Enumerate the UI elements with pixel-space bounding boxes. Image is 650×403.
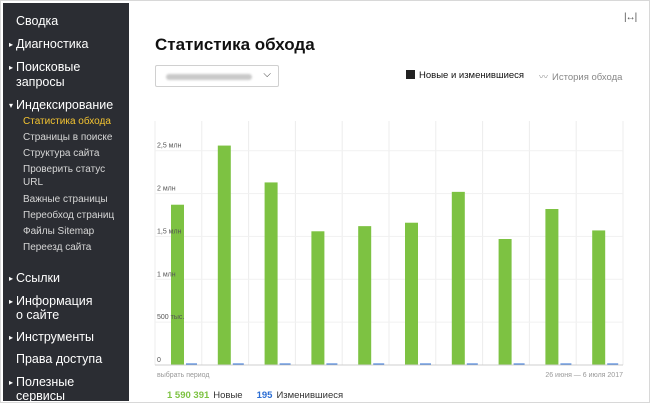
caret-down-icon: ▾ <box>9 101 14 110</box>
bar-changed[interactable] <box>513 363 525 366</box>
caret-right-icon: ▸ <box>9 63 14 72</box>
sidebar-item-tools[interactable]: ▸ Инструменты <box>9 330 94 344</box>
sidebar-item-site-info[interactable]: ▸ Информация <box>9 294 93 308</box>
legend-changed-label: Изменившиеся <box>276 390 344 401</box>
bar-new[interactable] <box>592 230 606 365</box>
sidebar-item-search-queries-line2[interactable]: запросы <box>16 75 65 89</box>
sidebar-subitem-important-pages[interactable]: Важные страницы <box>23 194 108 205</box>
bar-changed[interactable] <box>186 363 197 366</box>
bar-changed[interactable] <box>466 363 478 366</box>
chart-grid <box>154 121 624 365</box>
legend-changed-count: 195 <box>256 390 273 401</box>
sidebar-item-diagnostics[interactable]: ▸ Диагностика <box>9 37 89 51</box>
sidebar-subitem-check-url-line2[interactable]: URL <box>23 177 44 188</box>
sidebar: Сводка ▸ Диагностика ▸ Поисковые запросы ▾… <box>3 3 129 401</box>
bar-changed[interactable] <box>373 363 385 366</box>
sidebar-item-indexing[interactable]: ▾ Индексирование <box>9 98 114 112</box>
caret-right-icon: ▸ <box>9 378 14 387</box>
bar-new[interactable] <box>358 226 372 365</box>
caret-right-icon: ▸ <box>9 333 14 342</box>
caret-right-icon: ▸ <box>9 297 14 306</box>
bar-new[interactable] <box>405 222 418 365</box>
caret-right-icon: ▸ <box>9 274 14 283</box>
sidebar-item-useful-services-line2[interactable]: сервисы <box>16 389 66 401</box>
bar-changed[interactable] <box>279 363 291 366</box>
bar-new[interactable] <box>311 231 325 365</box>
chart-legend: 1 590 391 Новые 195 Изменившиеся <box>167 390 343 401</box>
sidebar-subitem-site-move[interactable]: Переезд сайта <box>23 242 92 253</box>
sidebar-subitem-pages-in-search[interactable]: Страницы в поиске <box>23 132 113 143</box>
sidebar-subitem-recrawl[interactable]: Переобход страниц <box>23 210 115 221</box>
bar-new[interactable] <box>171 204 184 365</box>
sidebar-item-access-rights[interactable]: Права доступа <box>16 352 103 366</box>
caret-right-icon: ▸ <box>9 40 14 49</box>
mode-new-and-changed[interactable]: Новые и изменившиеся <box>406 70 524 81</box>
sidebar-item-links[interactable]: ▸ Ссылки <box>9 271 61 285</box>
bar-changed[interactable] <box>607 363 619 366</box>
main-panel: |↔| Статистика обхода ⌵ Новые и изменивш… <box>129 3 649 401</box>
y-tick-label: 2,5 млн <box>157 143 182 150</box>
bar-new[interactable] <box>217 145 231 365</box>
date-range-label[interactable]: 26 июня — 6 июля 2017 <box>545 372 623 379</box>
legend-new-count: 1 590 391 <box>167 390 210 401</box>
site-selector[interactable]: ⌵ <box>155 65 279 87</box>
chart-y-ticks: 0 500 тыс. 1 млн 1,5 млн 2 млн 2,5 млн <box>157 143 184 364</box>
bar-chart-icon <box>406 70 415 79</box>
sidebar-item-site-info-line2[interactable]: о сайте <box>16 308 60 322</box>
bar-changed[interactable] <box>560 363 572 366</box>
bar-new[interactable] <box>264 182 278 365</box>
sidebar-item-summary[interactable]: Сводка <box>16 14 59 28</box>
chart-bars <box>171 145 619 366</box>
blurred-site-name <box>166 74 252 80</box>
expand-icon[interactable]: |↔| <box>624 12 637 23</box>
y-tick-label: 1,5 млн <box>157 228 182 235</box>
sidebar-subitem-sitemap[interactable]: Файлы Sitemap <box>23 226 95 237</box>
crawl-stats-chart: 0 500 тыс. 1 млн 1,5 млн 2 млн 2,5 млн выбрат… <box>154 121 624 379</box>
sidebar-subitem-site-structure[interactable]: Структура сайта <box>23 148 100 159</box>
page-title: Статистика обхода <box>155 35 315 54</box>
legend-new-label: Новые <box>213 390 243 401</box>
period-link[interactable]: выбрать период <box>157 371 210 379</box>
y-tick-label: 1 млн <box>157 271 176 278</box>
mode-crawl-history[interactable]: 〰 История обхода <box>539 72 623 83</box>
bar-changed[interactable] <box>420 363 431 366</box>
sidebar-subitem-check-url[interactable]: Проверить статус <box>23 164 106 175</box>
chevron-down-icon: ⌵ <box>263 69 271 80</box>
bar-new[interactable] <box>451 191 465 365</box>
bar-changed[interactable] <box>232 363 244 366</box>
bar-changed[interactable] <box>326 363 338 366</box>
sidebar-item-search-queries[interactable]: ▸ Поисковые <box>9 60 81 74</box>
y-tick-label: 500 тыс. <box>157 314 184 321</box>
y-tick-label: 0 <box>157 357 161 364</box>
sidebar-subitem-crawl-stats[interactable]: Статистика обхода <box>23 116 111 127</box>
y-tick-label: 2 млн <box>157 186 176 193</box>
sidebar-item-useful-services[interactable]: ▸ Полезные <box>9 375 75 389</box>
bar-new[interactable] <box>545 209 559 365</box>
line-chart-icon: 〰 <box>539 72 549 82</box>
bar-new[interactable] <box>498 239 512 365</box>
